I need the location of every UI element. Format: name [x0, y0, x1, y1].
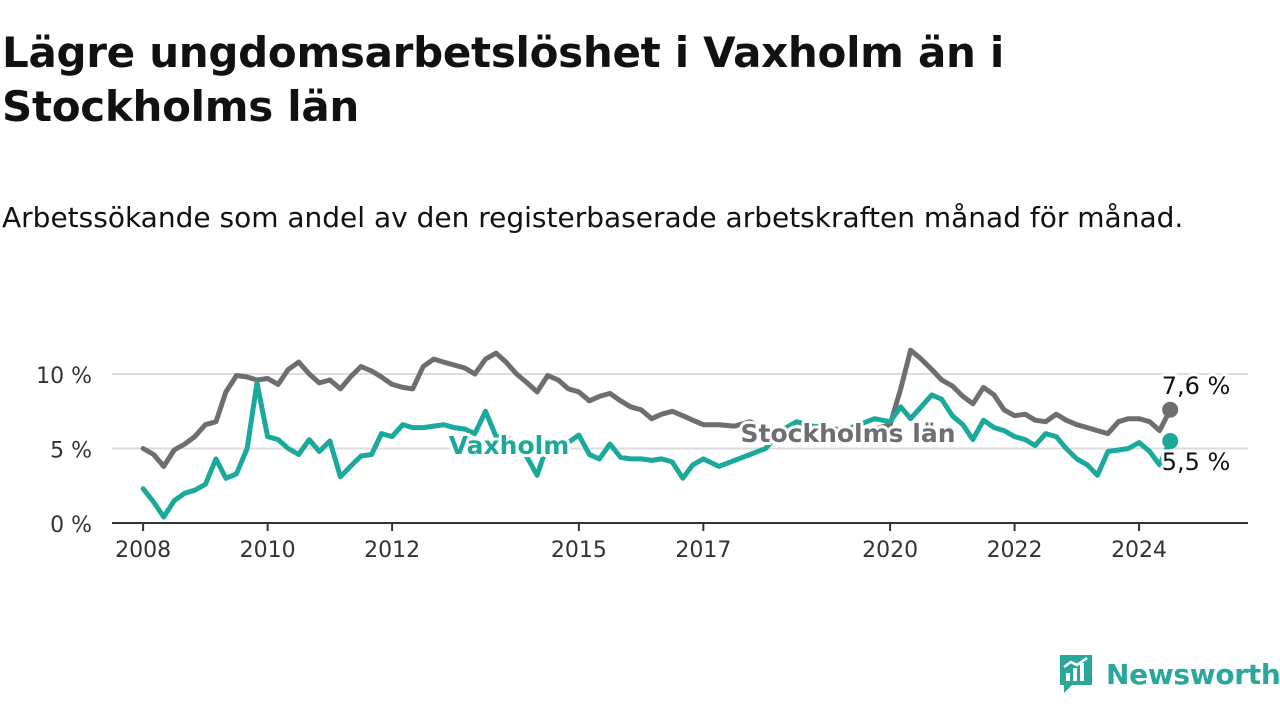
chart-subtitle: Arbetssökande som andel av den registerb… — [2, 201, 1184, 234]
newsworthy-logo-icon — [1060, 655, 1092, 693]
x-tick-label: 2012 — [364, 538, 420, 563]
x-tick-label: 2010 — [240, 538, 296, 563]
chart-title: Lägre ungdomsarbetslöshet i Vaxholm än i… — [2, 28, 1005, 131]
series-label-stockholm: Stockholms län — [741, 419, 956, 448]
series-lines — [140, 347, 1179, 520]
x-tick-label: 2015 — [551, 538, 607, 563]
end-value-label-stockholm: 7,6 % — [1162, 372, 1231, 400]
x-axis-tick-labels: 2008 2010 2012 2015 2017 2020 2022 2024 — [115, 538, 1167, 563]
x-tick-label: 2017 — [675, 538, 731, 563]
y-tick-label: 0 % — [50, 513, 92, 538]
series-end-point — [1162, 401, 1179, 418]
brand: Newsworthy — [1058, 652, 1280, 696]
grid-lines — [112, 373, 1248, 450]
x-tick-label: 2008 — [115, 538, 171, 563]
x-tick-label: 2020 — [862, 538, 918, 563]
series-end-point — [1162, 433, 1179, 450]
series-line-stockholms-län — [140, 347, 1173, 469]
series-labels: Stockholms län Vaxholm 7,6 % 5,5 % — [446, 369, 1234, 479]
line-chart: 0 % 5 % 10 % Stockholms län Vaxholm 7,6 % 5,5… — [36, 347, 1248, 563]
x-tick-label: 2022 — [987, 538, 1043, 563]
x-tick-label: 2024 — [1111, 538, 1167, 563]
series-label-vaxholm: Vaxholm — [449, 431, 570, 460]
x-axis — [112, 522, 1248, 531]
y-tick-label: 10 % — [36, 364, 92, 389]
brand-name: Newsworthy — [1106, 657, 1280, 691]
y-tick-label: 5 % — [50, 439, 92, 464]
y-axis-tick-labels: 0 % 5 % 10 % — [36, 364, 92, 538]
series-line-vaxholm — [140, 380, 1173, 520]
end-value-label-vaxholm: 5,5 % — [1162, 448, 1231, 476]
